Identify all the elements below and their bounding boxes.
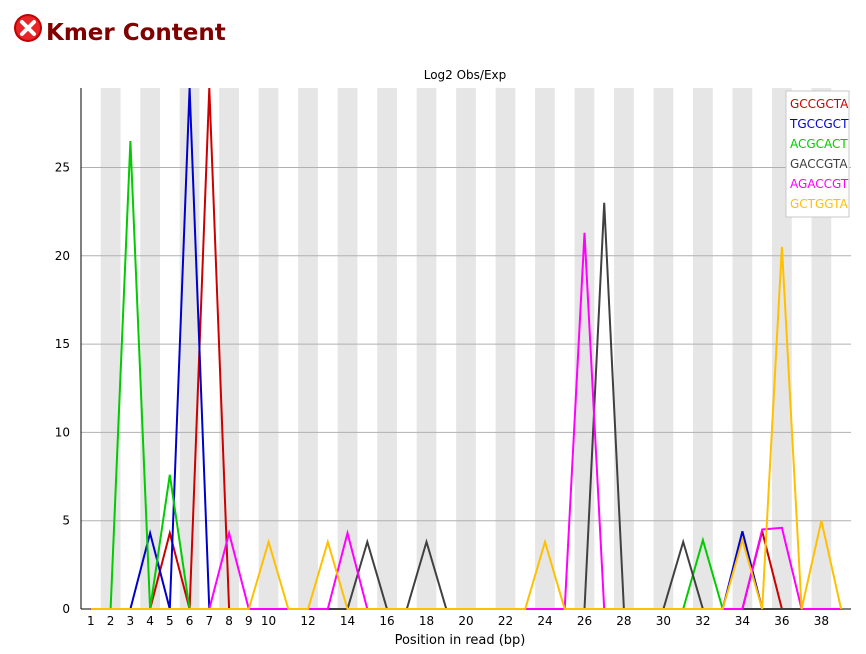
page-title: Kmer Content — [46, 20, 226, 46]
x-tick-label: 38 — [814, 614, 829, 628]
x-tick-label: 16 — [379, 614, 394, 628]
x-tick-label: 22 — [498, 614, 513, 628]
x-tick-label: 26 — [577, 614, 592, 628]
x-tick-label: 36 — [774, 614, 789, 628]
background-band — [614, 88, 634, 609]
legend-box — [785, 90, 850, 218]
background-band — [416, 88, 437, 609]
x-tick-label: 1 — [87, 614, 95, 628]
background-band — [574, 88, 595, 609]
background-band — [258, 88, 279, 609]
x-tick-label: 10 — [261, 614, 276, 628]
legend-entry: GCCGCTA — [790, 97, 849, 111]
legend-entry: GCTGGTA — [790, 197, 849, 211]
y-tick-label: 5 — [62, 514, 70, 528]
x-tick-label: 3 — [127, 614, 135, 628]
background-band — [772, 88, 792, 609]
background-band — [179, 88, 200, 609]
x-tick-label: 20 — [458, 614, 473, 628]
x-tick-label: 9 — [245, 614, 253, 628]
background-band — [377, 88, 397, 609]
background-band — [495, 88, 516, 609]
x-tick-label: 7 — [206, 614, 214, 628]
x-tick-label: 8 — [225, 614, 233, 628]
y-tick-label: 15 — [55, 337, 70, 351]
x-tick-label: 18 — [419, 614, 434, 628]
x-tick-label: 24 — [537, 614, 552, 628]
error-cross-icon — [14, 14, 42, 42]
x-tick-label: 2 — [107, 614, 115, 628]
x-axis-label: Position in read (bp) — [395, 633, 526, 648]
x-tick-label: 14 — [340, 614, 355, 628]
y-tick-label: 25 — [55, 160, 70, 174]
legend-entry: ACGCACT — [790, 137, 848, 151]
legend-entry: AGACCGT — [790, 177, 849, 191]
y-tick-label: 20 — [55, 249, 70, 263]
x-tick-label: 30 — [656, 614, 671, 628]
background-band — [337, 88, 358, 609]
series-lines — [90, 87, 843, 610]
x-tick-label: 4 — [146, 614, 154, 628]
legend-entry: TGCCGCT — [789, 117, 849, 131]
chart-title: Log2 Obs/Exp — [424, 68, 507, 82]
x-tick-label: 12 — [300, 614, 315, 628]
background-bands — [100, 88, 832, 609]
x-tick-label: 6 — [186, 614, 194, 628]
legend: GCCGCTA TGCCGCT ACGCACT GACCGTA AGACCGT GCTGG… — [785, 90, 850, 218]
x-tick-label: 5 — [166, 614, 174, 628]
x-tick-label: 32 — [695, 614, 710, 628]
background-band — [100, 88, 121, 609]
grid-lines — [81, 166, 851, 610]
x-tick-label: 28 — [616, 614, 631, 628]
background-band — [653, 88, 674, 609]
legend-entry: GACCGTA — [790, 157, 848, 171]
y-tick-label: 10 — [55, 425, 70, 439]
background-band — [732, 88, 753, 609]
x-tick-label: 34 — [735, 614, 750, 628]
series-line-gctggta — [90, 246, 843, 610]
background-band — [693, 88, 713, 609]
background-band — [811, 88, 832, 609]
background-band — [535, 88, 555, 609]
y-tick-label: 0 — [62, 602, 70, 616]
background-band — [456, 88, 476, 609]
background-band — [298, 88, 318, 609]
